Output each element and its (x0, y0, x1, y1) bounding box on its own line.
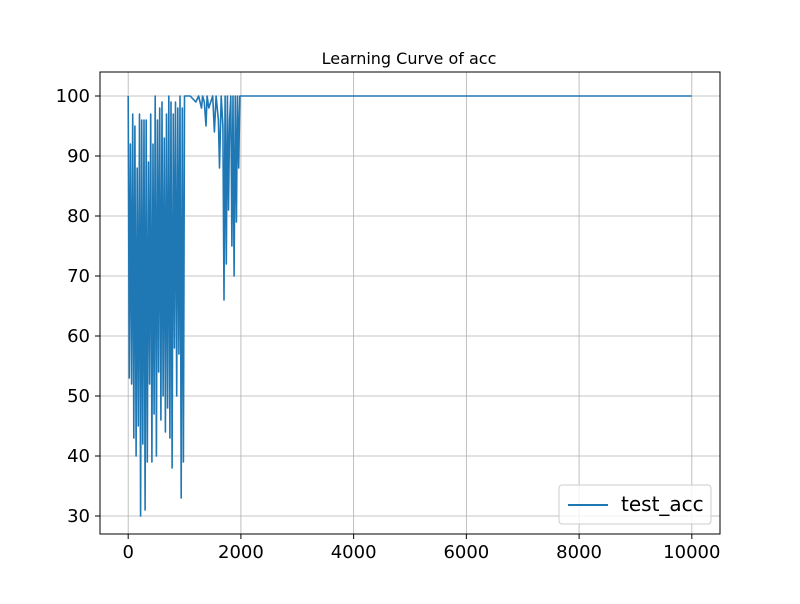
legend-label-test-acc: test_acc (621, 492, 704, 516)
x-tick-label: 6000 (443, 542, 489, 563)
y-tick-label: 70 (67, 266, 90, 287)
y-tick-label: 50 (67, 386, 90, 407)
plot-frame (99, 71, 721, 535)
chart-title: Learning Curve of acc (322, 49, 497, 68)
x-tick-label: 2000 (218, 542, 264, 563)
legend: test_acc (558, 484, 712, 525)
y-tick-label: 40 (67, 446, 90, 467)
series-layer (127, 95, 692, 517)
y-tick-label: 60 (67, 326, 90, 347)
series-line-test-acc (127, 95, 692, 517)
y-tick-label: 30 (67, 506, 90, 527)
y-tick-label: 80 (67, 206, 90, 227)
x-tick-label: 8000 (556, 542, 602, 563)
x-tick-label: 4000 (331, 542, 377, 563)
tick-layer: 0 2000 4000 6000 8000 10000 30 40 50 60 70 80 90 100 (56, 86, 721, 563)
y-tick-label: 100 (56, 86, 90, 107)
legend-box (558, 484, 712, 525)
y-tick-label: 90 (67, 146, 90, 167)
x-tick-label: 10000 (663, 542, 720, 563)
x-tick-label: 0 (122, 542, 133, 563)
